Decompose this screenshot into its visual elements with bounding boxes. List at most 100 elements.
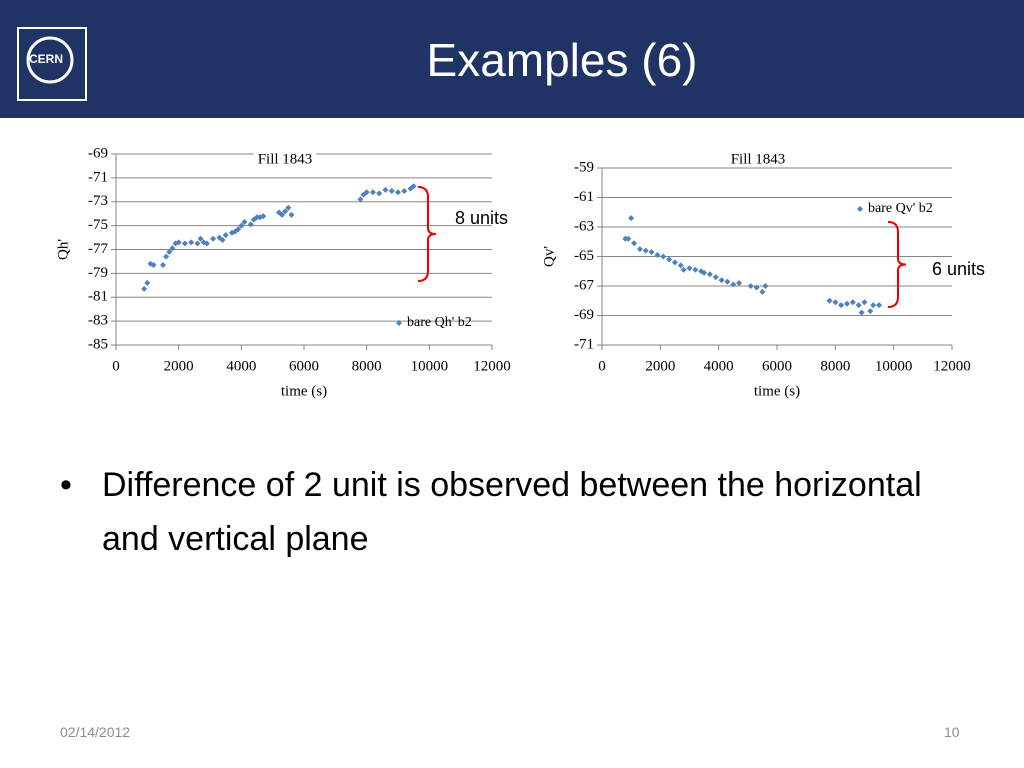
- point: [631, 240, 638, 247]
- point: [625, 235, 632, 242]
- point: [275, 209, 282, 216]
- point: [166, 248, 173, 255]
- point: [759, 288, 766, 295]
- point: [844, 300, 850, 307]
- point: [849, 299, 856, 306]
- point: [832, 299, 839, 306]
- point: [654, 252, 661, 259]
- chart-title: Fill 1843: [258, 151, 313, 167]
- bullet-text: Difference of 2 unit is observed between…: [102, 466, 922, 558]
- point: [867, 308, 874, 315]
- header: CERN Examples (6): [0, 0, 1024, 118]
- point: [160, 262, 166, 269]
- point: [163, 253, 170, 260]
- point: [203, 240, 210, 247]
- point: [642, 247, 649, 254]
- point: [369, 189, 376, 196]
- y-tick-label: -71: [574, 336, 594, 352]
- y-tick-label: -63: [574, 218, 594, 234]
- point: [279, 211, 286, 218]
- page-number: 10: [944, 724, 960, 740]
- point: [181, 240, 188, 247]
- point: [285, 204, 292, 211]
- point: [376, 190, 383, 197]
- point: [677, 262, 684, 269]
- point: [144, 279, 151, 286]
- point: [235, 226, 242, 233]
- y-tick-label: -81: [88, 289, 108, 305]
- point: [254, 214, 260, 221]
- x-tick-label: 4000: [226, 358, 256, 374]
- legend-marker: [857, 206, 863, 212]
- header-bg: [0, 0, 1024, 118]
- y-tick-label: -77: [88, 241, 108, 257]
- point: [288, 211, 295, 218]
- point: [747, 283, 754, 289]
- point: [870, 302, 877, 309]
- point: [147, 260, 154, 267]
- title-bg: [253, 151, 317, 168]
- point: [360, 191, 367, 198]
- point: [210, 235, 217, 242]
- brace: [417, 186, 437, 282]
- y-axis-label: Qh': [55, 239, 71, 260]
- chart: -71 -69 -67 -65 -63 -61 -59 0 2000 4000 6000 8000 10…: [541, 151, 985, 399]
- point: [666, 256, 673, 263]
- point: [169, 245, 176, 252]
- point: [762, 283, 769, 289]
- x-tick-label: 12000: [933, 358, 971, 374]
- point: [826, 297, 833, 304]
- bullet: • Difference of 2 unit is observed betwee…: [60, 458, 960, 566]
- point: [241, 219, 248, 226]
- point: [636, 246, 643, 253]
- point: [855, 302, 862, 309]
- point: [861, 299, 868, 306]
- y-tick-label: -69: [88, 145, 108, 161]
- point: [692, 266, 699, 273]
- x-tick-label: 2000: [645, 358, 675, 374]
- point: [141, 285, 148, 292]
- y-tick-label: -69: [574, 307, 594, 323]
- y-tick-label: -61: [574, 189, 594, 205]
- x-tick-label: 10000: [875, 358, 913, 374]
- x-tick-label: 6000: [762, 358, 792, 374]
- point: [753, 284, 760, 291]
- title-bg: [726, 151, 790, 168]
- chart-title: Fill 1843: [731, 151, 786, 167]
- footer-date: 02/14/2012: [60, 724, 131, 740]
- point: [838, 302, 845, 309]
- point: [401, 188, 408, 195]
- x-tick-label: 0: [598, 358, 606, 374]
- logo-frame: [17, 27, 87, 101]
- point: [410, 183, 417, 190]
- x-axis-label: time (s): [281, 383, 327, 399]
- y-tick-label: -67: [574, 277, 594, 293]
- x-tick-label: 8000: [820, 358, 850, 374]
- y-tick-label: -65: [574, 248, 594, 264]
- bullet-dot: •: [60, 466, 72, 504]
- point: [701, 269, 708, 276]
- legend-label: bare Qh' b2: [407, 315, 472, 330]
- logo-ring: [26, 36, 74, 84]
- point: [194, 240, 201, 247]
- point: [407, 185, 414, 192]
- point: [219, 236, 226, 243]
- point: [188, 239, 195, 246]
- brace: [887, 221, 907, 308]
- point: [736, 280, 743, 287]
- point: [222, 232, 229, 239]
- y-tick-label: -75: [88, 217, 108, 233]
- point: [357, 196, 364, 203]
- point: [712, 274, 719, 281]
- x-tick-label: 12000: [473, 358, 511, 374]
- x-tick-label: 6000: [289, 358, 319, 374]
- point: [363, 189, 370, 196]
- x-axis-label: time (s): [754, 383, 800, 399]
- point: [876, 302, 883, 309]
- x-tick-label: 2000: [164, 358, 194, 374]
- y-axis-label: Qv': [541, 246, 557, 267]
- point: [724, 278, 731, 285]
- point: [648, 249, 655, 256]
- y-tick-label: -71: [88, 169, 108, 185]
